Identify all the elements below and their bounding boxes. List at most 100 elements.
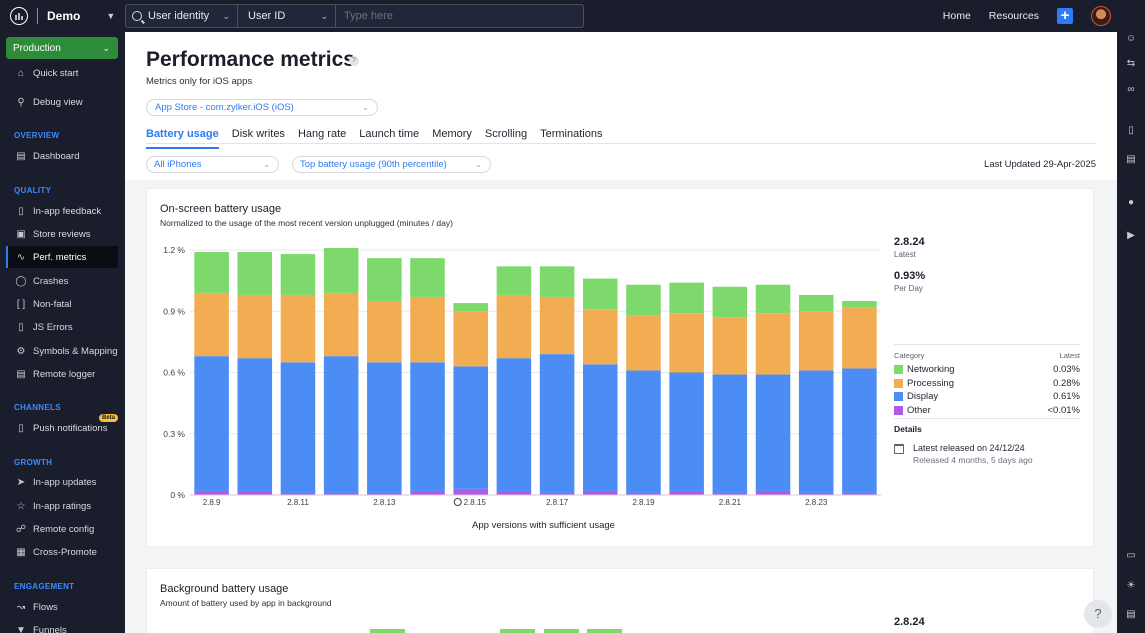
metric-filter[interactable]: Top battery usage (90th percentile) ⌄ xyxy=(292,156,491,173)
tab-battery-usage[interactable]: Battery usage xyxy=(146,128,219,149)
tab-memory[interactable]: Memory xyxy=(432,128,472,140)
sidebar-item-crashes[interactable]: ◯ Crashes xyxy=(6,270,118,292)
chevron-down-icon[interactable]: ▼ xyxy=(106,11,116,21)
rocket-icon: ➤ xyxy=(16,476,26,488)
sidebar-item-in-app-updates[interactable]: ➤ In-app updates xyxy=(6,471,118,493)
theme-icon[interactable]: ☀ xyxy=(1126,580,1136,591)
bar-segment-display xyxy=(626,370,661,493)
sidebar-item-label: Store reviews xyxy=(33,228,91,240)
bar-segment-networking xyxy=(323,247,359,293)
sidebar-item-flows[interactable]: ↝ Flows xyxy=(6,596,118,618)
sidebar-item-funnels[interactable]: ▼ Funnels xyxy=(6,619,118,633)
section-growth: GROWTH xyxy=(14,458,53,467)
beta-badge: Beta xyxy=(98,414,118,422)
sidebar-item-store-reviews[interactable]: ▣ Store reviews xyxy=(6,223,118,245)
push-icon: ▯ xyxy=(18,422,24,434)
sidebar-item-label: In-app feedback xyxy=(33,205,102,217)
release-ago: Released 4 months, 5 days ago xyxy=(913,455,1033,465)
sidebar-item-cross-promote[interactable]: ▦ Cross-Promote xyxy=(6,541,118,563)
x-tick-label: 2.8.23 xyxy=(805,498,828,507)
home-link[interactable]: Home xyxy=(942,10,971,22)
bar-segment-other xyxy=(626,492,661,495)
search-field-select[interactable]: User ID ⌄ xyxy=(238,5,336,27)
details-section: Details Latest released on 24/12/24 Rele… xyxy=(894,418,1080,465)
add-button[interactable]: + xyxy=(1057,8,1073,24)
device-filter[interactable]: All iPhones ⌄ xyxy=(146,156,279,173)
bar-segment-display xyxy=(755,374,791,491)
tab-hang-rate[interactable]: Hang rate xyxy=(297,128,347,140)
bar-segment-processing xyxy=(842,307,877,369)
sidebar-item-label: Funnels xyxy=(33,624,67,633)
sidebar-item-label: Perf. metrics xyxy=(33,251,87,263)
sidebar-item-remote-logger[interactable]: ▤ Remote logger xyxy=(6,363,118,385)
sidebar-item-non-fatal[interactable]: [ ] Non-fatal xyxy=(6,293,118,315)
sidebar-item-in-app-ratings[interactable]: ☆ In-app ratings xyxy=(6,495,118,517)
screens-icon[interactable]: ▭ xyxy=(1126,550,1136,561)
device-icon[interactable]: ▯ xyxy=(1128,125,1134,136)
bar-segment-processing xyxy=(280,294,316,363)
sidebar-item-remote-config[interactable]: ☍ Remote config xyxy=(6,518,118,540)
bar-segment-processing xyxy=(453,311,488,367)
sidebar-item-perf-metrics[interactable]: ∿ Perf. metrics xyxy=(6,246,118,268)
category-value: 0.03% xyxy=(1053,364,1080,376)
sidebar-item-js-errors[interactable]: ▯ JS Errors xyxy=(6,316,118,338)
search-type-label: User identity xyxy=(148,10,210,22)
bar-segment-other xyxy=(280,492,316,495)
section-quality: QUALITY xyxy=(14,186,52,195)
category-name: Networking xyxy=(907,364,955,376)
document-icon[interactable]: ▤ xyxy=(1126,154,1136,165)
tab-disk-writes[interactable]: Disk writes xyxy=(231,128,285,140)
other-swatch xyxy=(894,405,903,415)
bar-segment-networking xyxy=(626,284,661,316)
sidebar-item-quick-start[interactable]: ⌂ Quick start xyxy=(6,62,118,84)
sidebar-item-push-notifications[interactable]: ▯ Push notifications Beta xyxy=(6,414,118,439)
chevron-down-icon: ⌄ xyxy=(320,10,328,21)
sidebar-item-debug-view[interactable]: ⚲ Debug view xyxy=(6,91,118,113)
bar-segment-networking xyxy=(583,278,618,310)
brand[interactable]: Demo ▼ xyxy=(0,0,125,32)
notes-icon[interactable]: ▤ xyxy=(1126,609,1136,620)
sidebar-item-label: Quick start xyxy=(33,67,79,79)
tab-launch-time[interactable]: Launch time xyxy=(359,128,420,140)
environment-select[interactable]: Production ⌄ xyxy=(6,37,118,59)
help-button[interactable]: ? xyxy=(1084,600,1112,628)
tab-terminations[interactable]: Terminations xyxy=(540,128,603,140)
play-store-icon[interactable]: ▶ xyxy=(1127,230,1135,241)
sidebar-item-label: Cross-Promote xyxy=(33,546,97,558)
bar-segment-processing xyxy=(583,309,618,365)
sidebar-item-in-app-feedback[interactable]: ▯ In-app feedback xyxy=(6,200,118,222)
tab-scrolling[interactable]: Scrolling xyxy=(484,128,528,140)
search-type-select[interactable]: User identity ⌄ xyxy=(126,5,238,27)
link-icon[interactable]: ∞ xyxy=(1127,84,1135,95)
x-tick-label: 2.8.15 xyxy=(464,498,487,507)
workspace-name: Demo xyxy=(47,9,81,23)
apple-icon[interactable]: ● xyxy=(1127,197,1135,208)
help-icon[interactable]: ? xyxy=(349,56,359,66)
sidebar-item-label: Dashboard xyxy=(33,150,80,162)
sidebar-item-dashboard[interactable]: ▤ Dashboard xyxy=(6,145,118,167)
users-icon[interactable]: ☺ xyxy=(1125,33,1137,44)
bar-segment-processing xyxy=(237,294,273,359)
swap-icon[interactable]: ⇆ xyxy=(1126,58,1136,69)
category-row-networking: Networking 0.03% xyxy=(894,363,1080,377)
avatar[interactable] xyxy=(1091,6,1111,26)
bar-segment-other xyxy=(410,490,445,495)
bar-segment-display xyxy=(237,358,273,491)
chevron-down-icon: ⌄ xyxy=(475,160,482,169)
bar-segment-networking xyxy=(410,258,445,297)
star-icon: ☆ xyxy=(16,500,26,512)
category-value: <0.01% xyxy=(1047,404,1081,416)
per-day-value: 0.93% xyxy=(894,270,926,282)
search-input[interactable] xyxy=(336,10,583,22)
bracket-icon: [ ] xyxy=(16,298,26,310)
app-select[interactable]: App Store - com.zylker.iOS (iOS) ⌄ xyxy=(146,99,378,116)
js-icon: ▯ xyxy=(18,321,24,333)
card-subtitle: Normalized to the usage of the most rece… xyxy=(160,218,453,228)
main-content: Performance metrics ? Metrics only for i… xyxy=(125,32,1117,633)
resources-link[interactable]: Resources xyxy=(988,10,1039,22)
funnel-icon: ▼ xyxy=(16,624,26,633)
sidebar-item-symbols-mapping[interactable]: ⚙ Symbols & Mapping xyxy=(6,340,118,362)
bar-segment-other xyxy=(539,492,575,495)
global-search: User identity ⌄ User ID ⌄ xyxy=(125,4,584,28)
bar-segment-display xyxy=(842,368,877,493)
